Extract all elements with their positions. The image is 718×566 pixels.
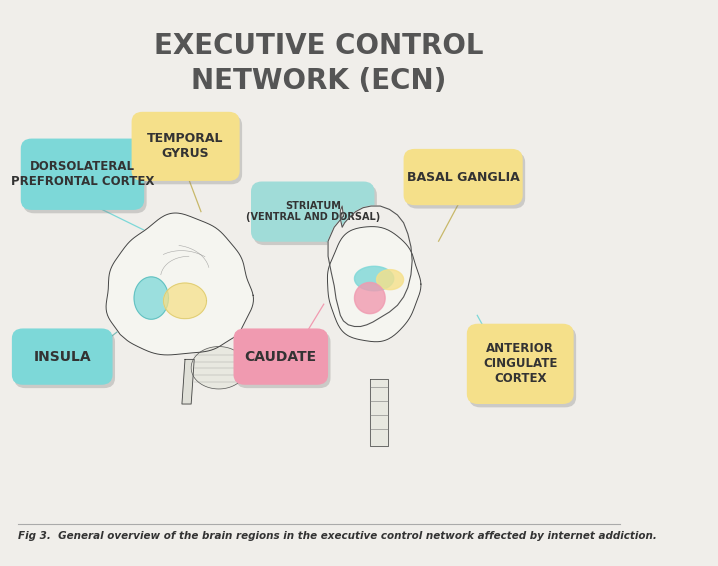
FancyBboxPatch shape bbox=[131, 112, 240, 181]
Text: BASAL GANGLIA: BASAL GANGLIA bbox=[407, 170, 520, 183]
Text: STRIATUM
(VENTRAL AND DORSAL): STRIATUM (VENTRAL AND DORSAL) bbox=[246, 201, 380, 222]
Text: INSULA: INSULA bbox=[34, 350, 91, 363]
Text: TEMPORAL
GYRUS: TEMPORAL GYRUS bbox=[147, 132, 224, 160]
Polygon shape bbox=[106, 213, 253, 355]
Text: CAUDATE: CAUDATE bbox=[245, 350, 317, 363]
FancyBboxPatch shape bbox=[467, 324, 574, 404]
FancyBboxPatch shape bbox=[406, 152, 525, 208]
Polygon shape bbox=[134, 277, 169, 319]
Text: Fig 3.  General overview of the brain regions in the executive control network a: Fig 3. General overview of the brain reg… bbox=[18, 531, 657, 541]
FancyBboxPatch shape bbox=[14, 332, 115, 388]
FancyBboxPatch shape bbox=[134, 115, 242, 185]
FancyBboxPatch shape bbox=[21, 139, 144, 210]
FancyBboxPatch shape bbox=[233, 328, 328, 385]
Polygon shape bbox=[355, 266, 393, 291]
Polygon shape bbox=[355, 282, 385, 314]
FancyBboxPatch shape bbox=[253, 185, 377, 245]
Text: ANTERIOR
CINGULATE
CORTEX: ANTERIOR CINGULATE CORTEX bbox=[483, 342, 557, 385]
Polygon shape bbox=[164, 283, 207, 319]
Polygon shape bbox=[191, 346, 246, 389]
Polygon shape bbox=[370, 379, 388, 446]
FancyBboxPatch shape bbox=[12, 328, 113, 385]
Polygon shape bbox=[182, 359, 194, 404]
FancyBboxPatch shape bbox=[236, 332, 330, 388]
Text: DORSOLATERAL
PREFRONTAL CORTEX: DORSOLATERAL PREFRONTAL CORTEX bbox=[11, 160, 154, 188]
FancyBboxPatch shape bbox=[23, 142, 146, 213]
Polygon shape bbox=[376, 269, 404, 290]
Polygon shape bbox=[328, 206, 412, 327]
FancyBboxPatch shape bbox=[470, 327, 576, 408]
Text: EXECUTIVE CONTROL
NETWORK (ECN): EXECUTIVE CONTROL NETWORK (ECN) bbox=[154, 32, 484, 95]
FancyBboxPatch shape bbox=[251, 182, 374, 242]
Polygon shape bbox=[327, 226, 421, 342]
FancyBboxPatch shape bbox=[404, 149, 523, 205]
